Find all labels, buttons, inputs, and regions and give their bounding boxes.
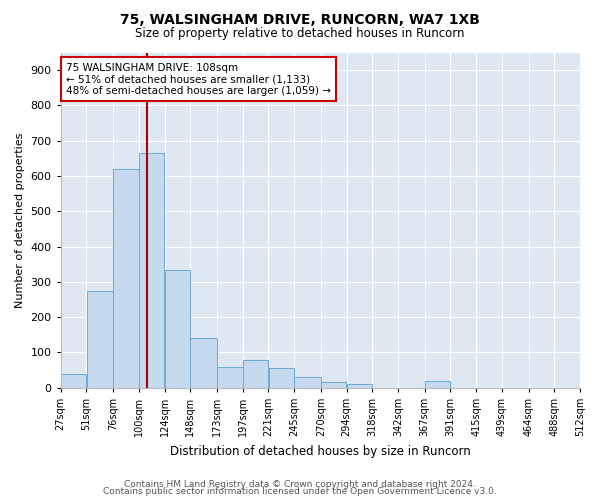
Text: Size of property relative to detached houses in Runcorn: Size of property relative to detached ho… — [135, 28, 465, 40]
X-axis label: Distribution of detached houses by size in Runcorn: Distribution of detached houses by size … — [170, 444, 471, 458]
Text: 75, WALSINGHAM DRIVE, RUNCORN, WA7 1XB: 75, WALSINGHAM DRIVE, RUNCORN, WA7 1XB — [120, 12, 480, 26]
Text: Contains HM Land Registry data © Crown copyright and database right 2024.: Contains HM Land Registry data © Crown c… — [124, 480, 476, 489]
Bar — [217, 366, 242, 388]
Y-axis label: Number of detached properties: Number of detached properties — [15, 132, 25, 308]
Bar — [321, 382, 346, 388]
Text: Contains public sector information licensed under the Open Government Licence v3: Contains public sector information licen… — [103, 488, 497, 496]
Bar — [86, 290, 113, 388]
Bar — [190, 338, 217, 388]
Bar — [61, 374, 86, 388]
Bar — [164, 270, 190, 388]
Bar — [347, 384, 372, 388]
Bar — [139, 153, 164, 388]
Bar — [294, 377, 321, 388]
Text: 75 WALSINGHAM DRIVE: 108sqm
← 51% of detached houses are smaller (1,133)
48% of : 75 WALSINGHAM DRIVE: 108sqm ← 51% of det… — [66, 62, 331, 96]
Bar — [243, 360, 268, 388]
Bar — [269, 368, 294, 388]
Bar — [113, 169, 139, 388]
Bar — [425, 380, 451, 388]
